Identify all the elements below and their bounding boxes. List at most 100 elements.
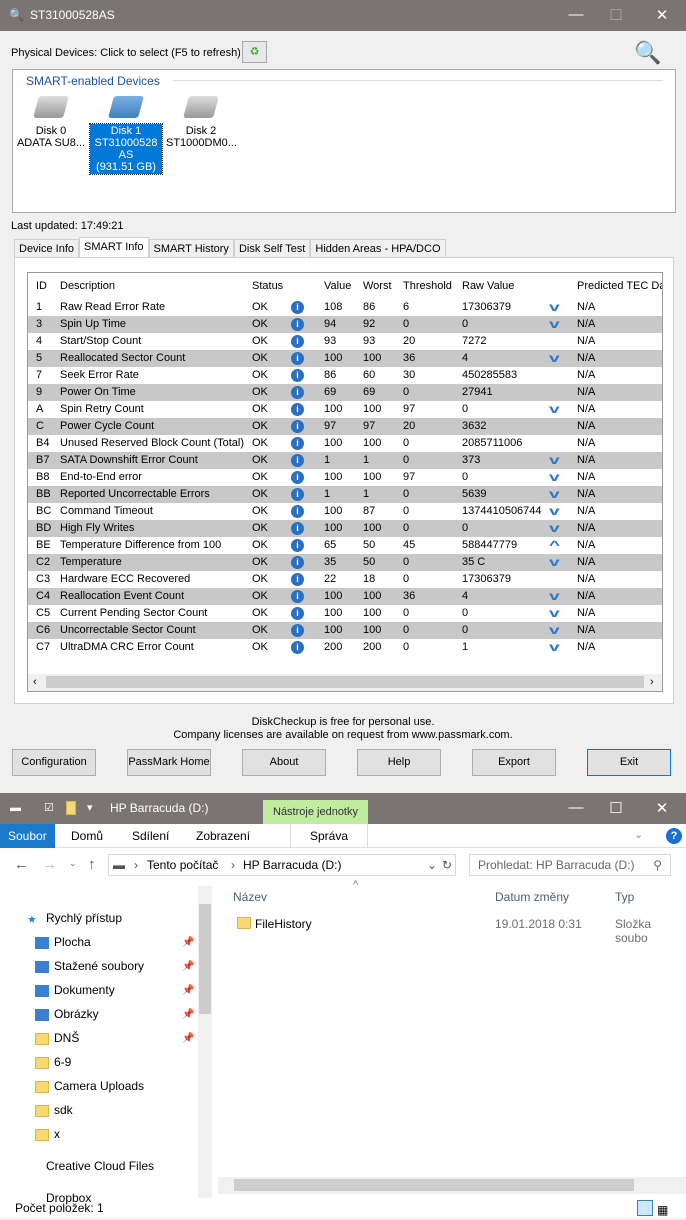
pin-icon[interactable]: 📌 xyxy=(182,1033,195,1044)
column-header[interactable]: Threshold xyxy=(403,280,452,292)
ribbon-tab-3[interactable]: Zobrazení xyxy=(196,829,251,843)
column-header[interactable]: Status xyxy=(252,280,284,292)
help-icon[interactable]: ? xyxy=(666,828,682,844)
expand-ribbon-icon[interactable]: ⌄ xyxy=(634,829,644,841)
scroll-left-icon[interactable]: ‹ xyxy=(33,676,37,688)
nav-scrollbar[interactable] xyxy=(198,886,212,1198)
forward-button[interactable]: → xyxy=(42,856,57,873)
column-header[interactable]: Predicted TEC Da xyxy=(577,280,663,292)
table-row[interactable]: BD High Fly Writes OK 100 100 0 0 N/A i v xyxy=(28,520,662,537)
horizontal-scrollbar[interactable]: ‹ › xyxy=(28,674,662,691)
table-row[interactable]: BE Temperature Difference from 100 OK 65 50 4… xyxy=(28,537,662,554)
explorer-maximize-button[interactable]: ☐ xyxy=(609,800,623,817)
nav-item[interactable]: 6-9 xyxy=(54,1055,72,1069)
table-row[interactable]: 1 Raw Read Error Rate OK 108 86 6 17306379 N/A i… xyxy=(28,299,662,316)
nav-item[interactable]: sdk xyxy=(54,1103,73,1117)
passmark-home-button[interactable]: PassMark Home xyxy=(127,749,211,776)
ribbon-tab-2[interactable]: Sdílení xyxy=(132,829,170,843)
files-horizontal-scrollbar[interactable] xyxy=(218,1177,686,1194)
info-icon[interactable]: i xyxy=(291,573,304,586)
info-icon[interactable]: i xyxy=(291,454,304,467)
export-button[interactable]: Export xyxy=(472,749,556,776)
recent-dropdown[interactable]: ⌄ xyxy=(69,858,77,868)
info-icon[interactable]: i xyxy=(291,369,304,382)
column-header[interactable]: Raw Value xyxy=(462,280,515,292)
column-date[interactable]: Datum změny xyxy=(495,890,570,904)
table-row[interactable]: B7 SATA Downshift Error Count OK 1 1 0 373 N/A i… xyxy=(28,452,662,469)
table-row[interactable]: A Spin Retry Count OK 100 100 97 0 N/A i v xyxy=(28,401,662,418)
scroll-thumb[interactable] xyxy=(46,676,644,688)
table-row[interactable]: C7 UltraDMA CRC Error Count OK 200 200 0 1 N/A i… xyxy=(28,639,662,656)
nav-item[interactable]: Obrázky xyxy=(54,1007,99,1021)
table-row[interactable]: 7 Seek Error Rate OK 86 60 30 450285583 N/A i xyxy=(28,367,662,384)
info-icon[interactable]: i xyxy=(291,420,304,433)
about-button[interactable]: About xyxy=(242,749,326,776)
table-row[interactable]: B4 Unused Reserved Block Count (Total) OK 1… xyxy=(28,435,662,452)
back-button[interactable]: ← xyxy=(14,856,29,873)
info-icon[interactable]: i xyxy=(291,539,304,552)
tab-smart-info[interactable]: SMART Info xyxy=(79,237,149,258)
exit-button[interactable]: Exit xyxy=(587,749,671,776)
info-icon[interactable]: i xyxy=(291,624,304,637)
tab-disk-self-test[interactable]: Disk Self Test xyxy=(233,239,311,258)
nav-item[interactable]: x xyxy=(54,1127,60,1141)
column-name[interactable]: Název xyxy=(233,890,268,904)
refresh-button[interactable]: ♻ xyxy=(242,41,267,63)
nav-item[interactable]: Dropbox xyxy=(46,1191,92,1205)
table-row[interactable]: C5 Current Pending Sector Count OK 100 100 0 0… xyxy=(28,605,662,622)
column-header[interactable]: Description xyxy=(60,280,116,292)
info-icon[interactable]: i xyxy=(291,590,304,603)
nav-item[interactable]: Plocha xyxy=(54,935,91,949)
table-row[interactable]: 4 Start/Stop Count OK 93 93 20 7272 N/A i xyxy=(28,333,662,350)
table-row[interactable]: C2 Temperature OK 35 50 0 35 C N/A i v xyxy=(28,554,662,571)
table-row[interactable]: C6 Uncorrectable Sector Count OK 100 100 0 0 N/… xyxy=(28,622,662,639)
info-icon[interactable]: i xyxy=(291,301,304,314)
info-icon[interactable]: i xyxy=(291,556,304,569)
table-row[interactable]: BC Command Timeout OK 100 87 0 1374410506744 N/… xyxy=(28,503,662,520)
table-row[interactable]: B8 End-to-End error OK 100 100 97 0 N/A i v xyxy=(28,469,662,486)
search-input[interactable]: Prohledat: HP Barracuda (D:) ⚲ xyxy=(469,854,671,876)
details-view-button[interactable] xyxy=(637,1200,653,1216)
table-row[interactable]: C3 Hardware ECC Recovered OK 22 18 0 17306379 N… xyxy=(28,571,662,588)
search-disk-icon[interactable]: 🔍 xyxy=(634,40,662,65)
info-icon[interactable]: i xyxy=(291,352,304,365)
tiles-view-button[interactable]: ▦ xyxy=(657,1203,669,1217)
breadcrumb-drive[interactable]: HP Barracuda (D:) xyxy=(243,858,342,872)
new-folder-icon[interactable] xyxy=(66,801,76,815)
info-icon[interactable]: i xyxy=(291,505,304,518)
table-row[interactable]: C4 Reallocation Event Count OK 100 100 36 4 N/A… xyxy=(28,588,662,605)
file-row[interactable]: FileHistory 19.01.2018 0:31 Složka soubo xyxy=(230,914,686,945)
table-row[interactable]: 3 Spin Up Time OK 94 92 0 0 N/A i v xyxy=(28,316,662,333)
disk-item[interactable]: Disk 1 ST31000528AS (931.51 GB) xyxy=(89,96,163,175)
nav-item[interactable]: Camera Uploads xyxy=(54,1079,145,1093)
nav-item[interactable]: Stažené soubory xyxy=(54,959,145,973)
address-bar[interactable]: ▬ › Tento počítač › HP Barracuda (D:) ⌄ … xyxy=(108,854,456,876)
table-row[interactable]: 5 Reallocated Sector Count OK 100 100 36 4 N/A i… xyxy=(28,350,662,367)
info-icon[interactable]: i xyxy=(291,386,304,399)
pin-icon[interactable]: 📌 xyxy=(182,985,195,996)
info-icon[interactable]: i xyxy=(291,607,304,620)
help-button[interactable]: Help xyxy=(357,749,441,776)
refresh-icon[interactable]: ↻ xyxy=(442,858,453,872)
nav-item[interactable]: Dokumenty xyxy=(54,983,115,997)
info-icon[interactable]: i xyxy=(291,641,304,654)
properties-icon[interactable]: ☑ xyxy=(44,802,54,814)
info-icon[interactable]: i xyxy=(291,522,304,535)
up-button[interactable]: ↑ xyxy=(88,856,96,873)
ribbon-tab-0[interactable]: Soubor xyxy=(0,824,55,848)
tab-device-info[interactable]: Device Info xyxy=(14,239,80,258)
info-icon[interactable]: i xyxy=(291,488,304,501)
tab-smart-history[interactable]: SMART History xyxy=(148,239,234,258)
column-header[interactable]: Value xyxy=(324,280,352,292)
nav-item[interactable]: Creative Cloud Files xyxy=(46,1159,155,1173)
info-icon[interactable]: i xyxy=(291,335,304,348)
scroll-right-icon[interactable]: › xyxy=(650,676,654,688)
info-icon[interactable]: i xyxy=(291,403,304,416)
explorer-minimize-button[interactable]: — xyxy=(568,799,584,816)
info-icon[interactable]: i xyxy=(291,437,304,450)
explorer-close-button[interactable]: ✕ xyxy=(655,800,669,817)
address-dropdown-icon[interactable]: ⌄ xyxy=(427,858,438,872)
disk-item[interactable]: Disk 2 ST1000DM0... xyxy=(165,96,237,150)
maximize-button[interactable]: ☐ xyxy=(609,7,623,24)
ribbon-tab-1[interactable]: Domů xyxy=(71,829,104,843)
